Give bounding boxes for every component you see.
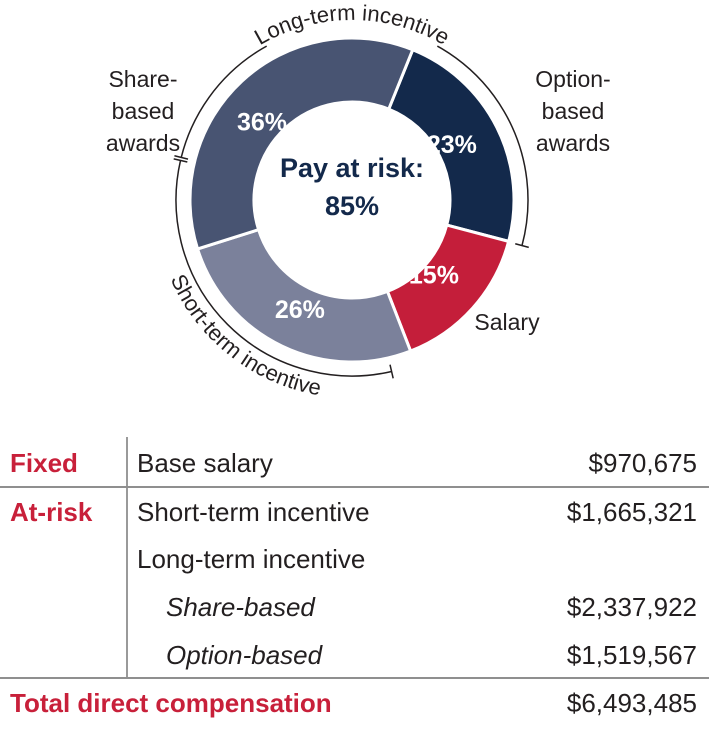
slice-label-option-based-awards: Option-based awards — [535, 66, 610, 156]
slice-value-option-based-awards: 23% — [427, 131, 477, 159]
item-share-based: Share-based — [166, 592, 315, 622]
center-label-title: Pay at risk: — [280, 153, 424, 183]
category-fixed: Fixed — [10, 448, 78, 478]
slice-value-labels: 23% 15% 26% 36% — [237, 108, 477, 323]
item-long-term-incentive: Long-term incentive — [137, 544, 366, 574]
item-short-term-incentive: Short-term incentive — [137, 497, 370, 527]
donut-slices — [188, 36, 516, 364]
slice-value-salary: 15% — [409, 261, 459, 289]
bracket-end-tick — [173, 158, 188, 163]
bracket-end-tick — [389, 364, 394, 379]
amount-option-based: $1,519,567 — [566, 640, 697, 670]
total-label: Total direct compensation — [10, 688, 332, 718]
slice-value-share-based-awards: 36% — [237, 108, 287, 136]
table-column-divider — [126, 437, 128, 677]
item-option-based: Option-based — [166, 640, 323, 670]
bracket-end-tick — [174, 155, 189, 160]
center-label-value: 85% — [325, 191, 379, 221]
slice-label-share-based-awards: Share-based awards — [106, 66, 180, 156]
category-at-risk: At-risk — [10, 497, 93, 527]
slice-value-short-term-incentive: 26% — [275, 296, 325, 324]
bracket-arc-short-term-incentive — [175, 160, 392, 377]
bracket-end-tick — [515, 243, 529, 249]
slice-share-based-awards — [188, 36, 415, 251]
table-total-divider — [0, 677, 709, 679]
bracket-label-gap — [265, 21, 439, 49]
amount-base-salary: $970,675 — [588, 448, 697, 478]
slice-legend-labels: Option-based awards Salary Share-based award… — [106, 66, 611, 335]
donut-chart: 23%15%26%36% Long-term incentiveShort-te… — [106, 0, 611, 400]
item-base-salary: Base salary — [137, 448, 273, 478]
slice-option-based-awards — [386, 47, 516, 244]
slice-label-salary: Salary — [474, 309, 540, 335]
slice-short-term-incentive — [195, 227, 413, 364]
table-row-divider — [0, 486, 709, 488]
amount-share-based: $2,337,922 — [566, 592, 697, 622]
total-amount: $6,493,485 — [566, 688, 697, 718]
amount-short-term-incentive: $1,665,321 — [566, 497, 697, 527]
